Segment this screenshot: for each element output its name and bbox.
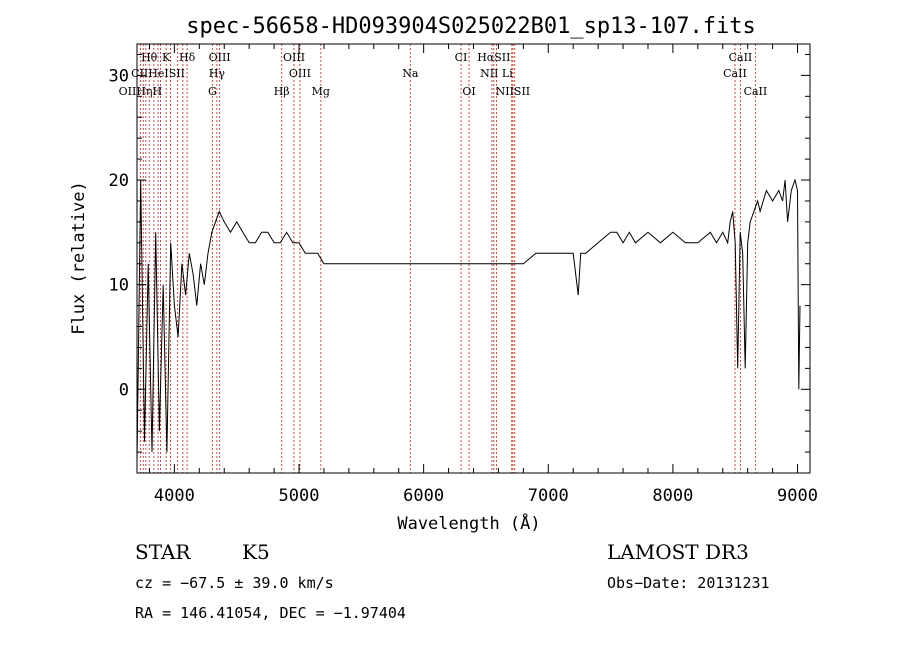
spectral-line-label: OIII (289, 67, 311, 80)
spectral-line-label: OIIHηH (119, 85, 162, 98)
spectral-line-label: Mg (312, 85, 330, 98)
chart-title: spec-56658-HD093904S025022B01_sp13-107.f… (186, 14, 756, 39)
x-tick-label: 9000 (777, 486, 818, 506)
object-class: STAR (135, 540, 191, 564)
spectral-line-label: NIISII (496, 85, 531, 98)
y-tick-label: 10 (109, 276, 129, 296)
spectral-line-label: Hβ (274, 85, 290, 98)
spectral-line-label: CaII (729, 51, 753, 64)
spectral-line-label: OIII (209, 51, 231, 64)
spectral-line-label: Na (402, 67, 419, 80)
plot-frame (136, 43, 811, 474)
y-axis-label: Flux (relative) (69, 181, 89, 335)
object-subclass: K5 (242, 540, 270, 564)
x-tick-label: 5000 (279, 486, 320, 506)
spectral-line-label: CaII (744, 85, 768, 98)
x-tick-label: 6000 (403, 486, 444, 506)
x-tick-label: 4000 (154, 486, 195, 506)
spectral-line-label: Hγ (209, 67, 226, 80)
spectral-line-label: K (162, 51, 171, 64)
spectral-line-label: HαSII (477, 51, 510, 64)
y-tick-label: 30 (109, 66, 129, 86)
x-axis-label: Wavelength (Å) (397, 512, 540, 534)
spectral-line-label: Hδ (179, 51, 196, 64)
spectral-line-label: NII Li (480, 67, 513, 80)
spectral-line-label: OI (462, 85, 475, 98)
survey-name: LAMOST DR3 (607, 540, 749, 564)
spectral-line-label: CIIHeISII (131, 67, 185, 80)
y-tick-label: 0 (119, 380, 129, 400)
x-tick-label: 7000 (528, 486, 569, 506)
spectrum-line (136, 178, 801, 463)
observation-date: Obs−Date: 20131231 (607, 574, 770, 592)
spectral-line-label: CI (455, 51, 468, 64)
redshift-velocity: cz = −67.5 ± 39.0 km/s (135, 574, 334, 592)
spectral-line-label: CaII (723, 67, 747, 80)
spectral-line-label: G (208, 85, 217, 98)
plot-area: 4000 5000 6000 7000 8000 9000 0 10 20 30 Hθ K Hδ OIII… (109, 43, 818, 506)
y-tick-label: 20 (109, 171, 129, 191)
spectral-line-label: Hθ (141, 51, 158, 64)
ra-dec: RA = 146.41054, DEC = −1.97404 (135, 604, 406, 622)
spectral-line-label: OIII (283, 51, 305, 64)
x-tick-label: 8000 (652, 486, 693, 506)
